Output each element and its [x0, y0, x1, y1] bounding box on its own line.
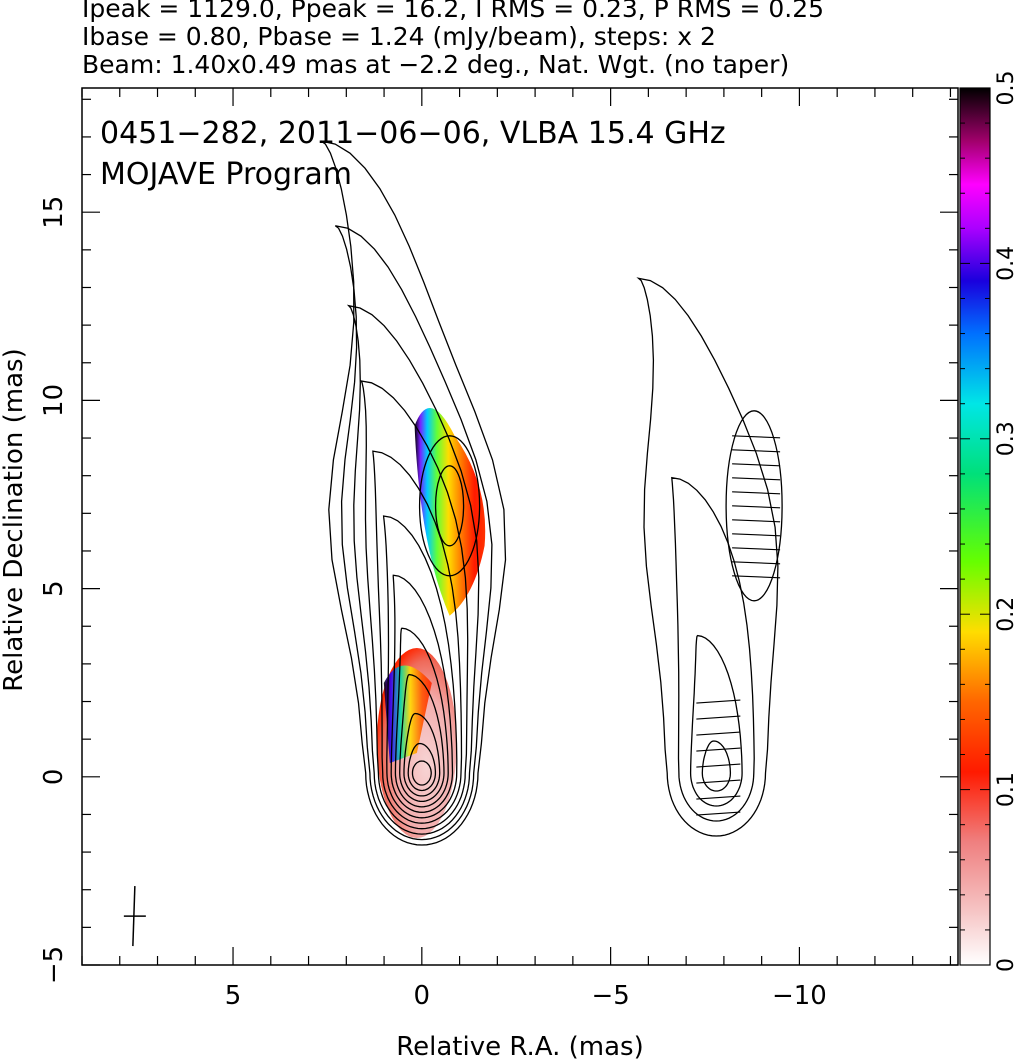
- plot-frame: [81, 87, 959, 966]
- colorbar: [959, 87, 991, 966]
- header-line-3: Beam: 1.40x0.49 mas at −2.2 deg., Nat. W…: [82, 50, 790, 79]
- evpa-tick: [696, 763, 741, 768]
- stokes-i-contour: [382, 515, 458, 819]
- stokes-i-contour: [399, 673, 445, 803]
- evpa-tick: [732, 519, 781, 523]
- program-annotation: MOJAVE Program: [100, 157, 352, 192]
- evpa-tick: [696, 747, 741, 752]
- evpa-tick: [732, 505, 781, 509]
- stokes-i-contour: [411, 760, 432, 786]
- evpa-tick: [696, 811, 741, 816]
- knot-inner-contour: [434, 465, 465, 547]
- stokes-i-contour: [320, 140, 507, 846]
- evpa-tick: [732, 477, 781, 481]
- source-annotation: 0451−282, 2011−06−06, VLBA 15.4 GHz: [100, 116, 726, 151]
- evpa-tick: [732, 547, 781, 551]
- evpa-tick: [732, 435, 781, 439]
- header-line-2: Ibase = 0.80, Pbase = 1.24 (mJy/beam), s…: [82, 22, 716, 51]
- plot-content: [123, 140, 783, 947]
- stokes-i-contour: [394, 627, 449, 808]
- axis-ticks: [81, 88, 958, 966]
- stokes-i-contour: [403, 712, 441, 797]
- colorbar-tick-label: 0: [994, 958, 1019, 972]
- colorbar-tick-label: 0.4: [994, 246, 1019, 281]
- y-tick-label: −5: [39, 946, 69, 984]
- evpa-tick: [696, 715, 741, 720]
- evpa-tick: [732, 491, 781, 495]
- core-edge-patch: [383, 665, 432, 764]
- y-tick-label: 0: [39, 769, 69, 786]
- header-line-1: Ipeak = 1129.0, Ppeak = 16.2, I RMS = 0.…: [82, 0, 825, 23]
- stokes-i-contour: [360, 380, 469, 830]
- stokes-i-contour: [346, 304, 480, 835]
- x-tick-label: 0: [414, 981, 431, 1011]
- evpa-tick: [696, 795, 741, 800]
- x-tick-label: −10: [772, 981, 827, 1011]
- y-axis-label: Relative Declination (mas): [0, 348, 29, 691]
- y-tick-label: 15: [39, 196, 69, 229]
- colorbar-tick-label: 0.1: [994, 772, 1019, 807]
- colorbar-ticks: [960, 87, 990, 966]
- knot-polarization-patch: [414, 408, 486, 616]
- evpa-tick: [732, 575, 781, 579]
- knot-contour: [418, 435, 481, 577]
- polarized-intensity-contour: [636, 277, 779, 837]
- evpa-tick: [696, 779, 741, 784]
- polarized-knot-contour: [725, 410, 783, 602]
- stokes-i-contour: [390, 574, 454, 813]
- colorbar-tick-label: 0.5: [994, 71, 1019, 106]
- evpa-tick: [732, 449, 781, 453]
- x-tick-label: 5: [225, 981, 242, 1011]
- stokes-i-contour: [407, 742, 437, 792]
- colorbar-tick-label: 0.3: [994, 421, 1019, 456]
- evpa-tick: [696, 699, 741, 704]
- evpa-tick: [732, 463, 781, 467]
- x-tick-label: −5: [591, 981, 629, 1011]
- evpa-tick: [696, 731, 741, 736]
- y-tick-label: 10: [39, 384, 69, 417]
- stokes-i-contour: [334, 225, 493, 841]
- evpa-tick: [732, 533, 781, 537]
- polarized-intensity-contour: [701, 740, 732, 792]
- stokes-i-contour: [372, 450, 463, 824]
- colorbar-tick-label: 0.2: [994, 597, 1019, 632]
- polarized-intensity-contour: [689, 634, 743, 807]
- x-axis-label: Relative R.A. (mas): [396, 1032, 643, 1060]
- polarized-intensity-contour: [671, 476, 755, 822]
- y-tick-label: 5: [39, 580, 69, 597]
- evpa-tick: [732, 561, 781, 565]
